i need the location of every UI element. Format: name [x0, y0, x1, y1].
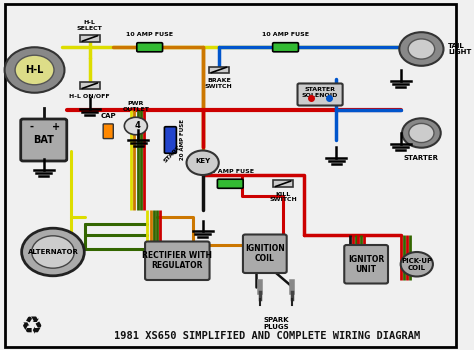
Circle shape: [5, 47, 64, 93]
Text: 10 AMP FUSE: 10 AMP FUSE: [207, 169, 254, 174]
Text: 10 AMP FUSE: 10 AMP FUSE: [126, 33, 173, 37]
Text: PWR
OUTLET: PWR OUTLET: [122, 101, 149, 112]
Text: 10 AMP FUSE: 10 AMP FUSE: [262, 33, 309, 37]
Text: IGNITOR
UNIT: IGNITOR UNIT: [348, 254, 384, 274]
Text: SPARK
PLUGS: SPARK PLUGS: [264, 317, 289, 330]
Text: RECTIFIER WITH
REGULATOR: RECTIFIER WITH REGULATOR: [142, 251, 212, 271]
Circle shape: [399, 32, 444, 66]
FancyBboxPatch shape: [164, 127, 176, 153]
FancyBboxPatch shape: [344, 245, 388, 284]
Text: 4: 4: [134, 121, 140, 131]
Text: 1981 XS650 SIMPLIFIED AND COMPLETE WIRING DIAGRAM: 1981 XS650 SIMPLIFIED AND COMPLETE WIRIN…: [114, 331, 420, 341]
Text: 20 AMP FUSE: 20 AMP FUSE: [180, 119, 184, 161]
Text: BRAKE
SWITCH: BRAKE SWITCH: [205, 78, 233, 89]
Circle shape: [409, 124, 434, 142]
Text: PICK-UP
COIL: PICK-UP COIL: [401, 258, 432, 271]
FancyBboxPatch shape: [80, 82, 100, 89]
Text: ALTERNATOR: ALTERNATOR: [27, 249, 78, 255]
FancyBboxPatch shape: [103, 124, 113, 139]
Circle shape: [15, 55, 54, 85]
Circle shape: [32, 236, 74, 268]
Text: ♻: ♻: [21, 315, 44, 339]
FancyBboxPatch shape: [137, 43, 163, 52]
Text: START: START: [163, 145, 182, 164]
FancyBboxPatch shape: [218, 179, 243, 188]
Circle shape: [402, 118, 441, 148]
Text: BAT: BAT: [33, 135, 54, 145]
Circle shape: [401, 252, 433, 276]
Circle shape: [187, 150, 219, 175]
Text: CAP: CAP: [100, 113, 116, 119]
Text: STARTER
SOLENOID: STARTER SOLENOID: [302, 88, 338, 98]
FancyBboxPatch shape: [80, 35, 100, 42]
Text: STARTER: STARTER: [404, 155, 439, 161]
FancyBboxPatch shape: [273, 181, 293, 187]
FancyBboxPatch shape: [243, 234, 287, 273]
FancyBboxPatch shape: [209, 66, 229, 74]
Text: H-L
SELECT: H-L SELECT: [77, 20, 103, 31]
FancyBboxPatch shape: [21, 119, 67, 161]
Circle shape: [408, 39, 435, 59]
Text: KEY: KEY: [195, 158, 210, 164]
Text: H-L ON/OFF: H-L ON/OFF: [70, 93, 110, 99]
Text: H-L: H-L: [25, 65, 44, 75]
Circle shape: [124, 117, 147, 135]
Text: +: +: [52, 121, 60, 132]
Text: IGNITION
COIL: IGNITION COIL: [245, 244, 285, 264]
FancyBboxPatch shape: [145, 241, 210, 280]
Text: -: -: [29, 121, 33, 132]
Circle shape: [22, 228, 84, 276]
Text: KILL
SWITCH: KILL SWITCH: [269, 192, 297, 202]
FancyBboxPatch shape: [298, 83, 343, 106]
FancyBboxPatch shape: [273, 43, 299, 52]
Text: TAIL
LIGHT: TAIL LIGHT: [448, 42, 472, 56]
